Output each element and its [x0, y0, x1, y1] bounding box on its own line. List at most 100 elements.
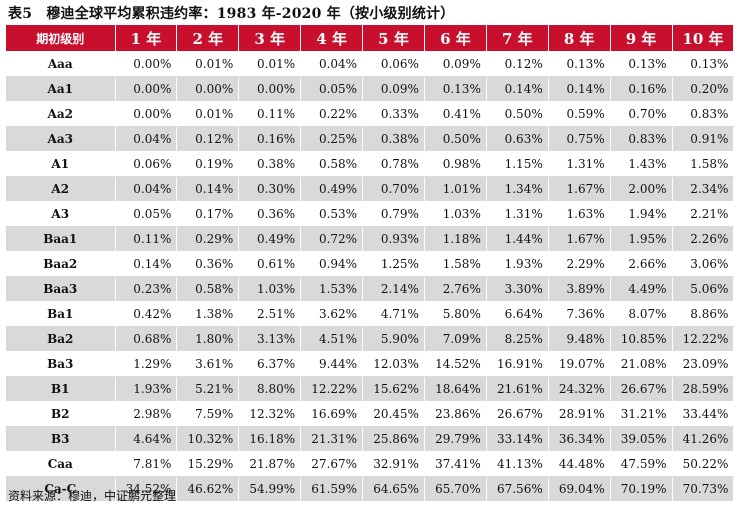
value-cell: 0.49%	[300, 176, 364, 202]
value-cell: 0.83%	[672, 101, 735, 127]
value-cell: 0.13%	[610, 51, 673, 77]
value-cell: 16.69%	[300, 401, 364, 427]
value-cell: 65.70%	[424, 476, 487, 502]
value-cell: 1.01%	[424, 176, 487, 202]
value-cell: 0.36%	[176, 251, 240, 277]
value-cell: 0.14%	[486, 76, 549, 102]
value-cell: 5.90%	[362, 326, 425, 352]
value-cell: 2.14%	[362, 276, 425, 302]
value-cell: 2.29%	[548, 251, 611, 277]
value-cell: 10.32%	[176, 426, 240, 452]
value-cell: 12.22%	[300, 376, 364, 402]
value-cell: 2.66%	[610, 251, 673, 277]
value-cell: 8.86%	[672, 301, 735, 327]
value-cell: 0.23%	[115, 276, 178, 302]
header-year-9: 9 年	[610, 25, 673, 52]
value-cell: 28.59%	[672, 376, 735, 402]
value-cell: 0.14%	[548, 76, 611, 102]
value-cell: 0.70%	[362, 176, 425, 202]
value-cell: 1.63%	[548, 201, 611, 227]
value-cell: 1.25%	[362, 251, 425, 277]
value-cell: 0.12%	[486, 51, 549, 77]
value-cell: 0.16%	[238, 126, 302, 152]
header-year-7: 7 年	[486, 25, 549, 52]
value-cell: 7.36%	[548, 301, 611, 327]
value-cell: 61.59%	[300, 476, 364, 502]
value-cell: 64.65%	[362, 476, 425, 502]
value-cell: 1.53%	[300, 276, 364, 302]
value-cell: 0.14%	[176, 176, 240, 202]
value-cell: 27.67%	[300, 451, 364, 477]
value-cell: 14.52%	[424, 351, 487, 377]
header-year-8: 8 年	[548, 25, 611, 52]
value-cell: 36.34%	[548, 426, 611, 452]
table-row: Baa3 0.23% 0.58% 1.03% 1.53% 2.14% 2.76% 3.30% 3…	[6, 276, 735, 302]
value-cell: 8.80%	[238, 376, 302, 402]
value-cell: 2.51%	[238, 301, 302, 327]
value-cell: 0.04%	[115, 176, 178, 202]
value-cell: 1.93%	[486, 251, 549, 277]
value-cell: 0.38%	[238, 151, 302, 177]
value-cell: 1.29%	[115, 351, 178, 377]
value-cell: 1.67%	[548, 176, 611, 202]
rating-cell: Ca-C	[6, 476, 116, 502]
value-cell: 0.30%	[238, 176, 302, 202]
value-cell: 0.83%	[610, 126, 673, 152]
rating-cell: Aa3	[6, 126, 116, 152]
source-note: 资料来源：穆迪，中证鹏元整理	[8, 489, 177, 503]
value-cell: 70.73%	[672, 476, 735, 502]
value-cell: 44.48%	[548, 451, 611, 477]
value-cell: 25.86%	[362, 426, 425, 452]
value-cell: 41.26%	[672, 426, 735, 452]
value-cell: 0.05%	[300, 76, 364, 102]
value-cell: 2.34%	[672, 176, 735, 202]
value-cell: 0.50%	[424, 126, 487, 152]
rating-cell: A2	[6, 176, 116, 202]
value-cell: 0.11%	[238, 101, 302, 127]
value-cell: 1.58%	[424, 251, 487, 277]
value-cell: 67.56%	[486, 476, 549, 502]
header-year-4: 4 年	[300, 25, 364, 52]
rating-cell: A3	[6, 201, 116, 227]
value-cell: 26.67%	[610, 376, 673, 402]
value-cell: 0.01%	[176, 101, 240, 127]
value-cell: 0.00%	[115, 101, 178, 127]
rating-cell: Aa1	[6, 76, 116, 102]
table-row: Aa2 0.00% 0.01% 0.11% 0.22% 0.33% 0.41% 0.50% 0.…	[6, 101, 735, 127]
table-row: Ba2 0.68% 1.80% 3.13% 4.51% 5.90% 7.09% 8.25% 9.…	[6, 326, 735, 352]
value-cell: 21.08%	[610, 351, 673, 377]
value-cell: 0.00%	[238, 76, 302, 102]
value-cell: 2.26%	[672, 226, 735, 252]
rating-cell: A1	[6, 151, 116, 177]
header-year-6: 6 年	[424, 25, 487, 52]
value-cell: 0.79%	[362, 201, 425, 227]
value-cell: 0.68%	[115, 326, 178, 352]
value-cell: 0.93%	[362, 226, 425, 252]
value-cell: 0.42%	[115, 301, 178, 327]
value-cell: 1.67%	[548, 226, 611, 252]
table-row: Aaa 0.00% 0.01% 0.01% 0.04% 0.06% 0.09% 0.12% 0.…	[6, 51, 735, 77]
header-year-1: 1 年	[115, 25, 178, 52]
value-cell: 0.33%	[362, 101, 425, 127]
value-cell: 0.72%	[300, 226, 364, 252]
value-cell: 1.31%	[486, 201, 549, 227]
value-cell: 0.61%	[238, 251, 302, 277]
header-year-3: 3 年	[238, 25, 302, 52]
value-cell: 1.43%	[610, 151, 673, 177]
value-cell: 46.62%	[176, 476, 240, 502]
value-cell: 6.64%	[486, 301, 549, 327]
value-cell: 4.71%	[362, 301, 425, 327]
value-cell: 0.01%	[176, 51, 240, 77]
value-cell: 21.87%	[238, 451, 302, 477]
rating-cell: B3	[6, 426, 116, 452]
value-cell: 0.36%	[238, 201, 302, 227]
table-row: A3 0.05% 0.17% 0.36% 0.53% 0.79% 1.03% 1.31% 1.6…	[6, 201, 735, 227]
value-cell: 9.48%	[548, 326, 611, 352]
rating-cell: Baa3	[6, 276, 116, 302]
table-row: B3 4.64% 10.32% 16.18% 21.31% 25.86% 29.79% 33.…	[6, 426, 735, 452]
value-cell: 18.64%	[424, 376, 487, 402]
value-cell: 1.80%	[176, 326, 240, 352]
table-row: Baa1 0.11% 0.29% 0.49% 0.72% 0.93% 1.18% 1.44% 1…	[6, 226, 735, 252]
value-cell: 54.99%	[238, 476, 302, 502]
value-cell: 0.63%	[486, 126, 549, 152]
